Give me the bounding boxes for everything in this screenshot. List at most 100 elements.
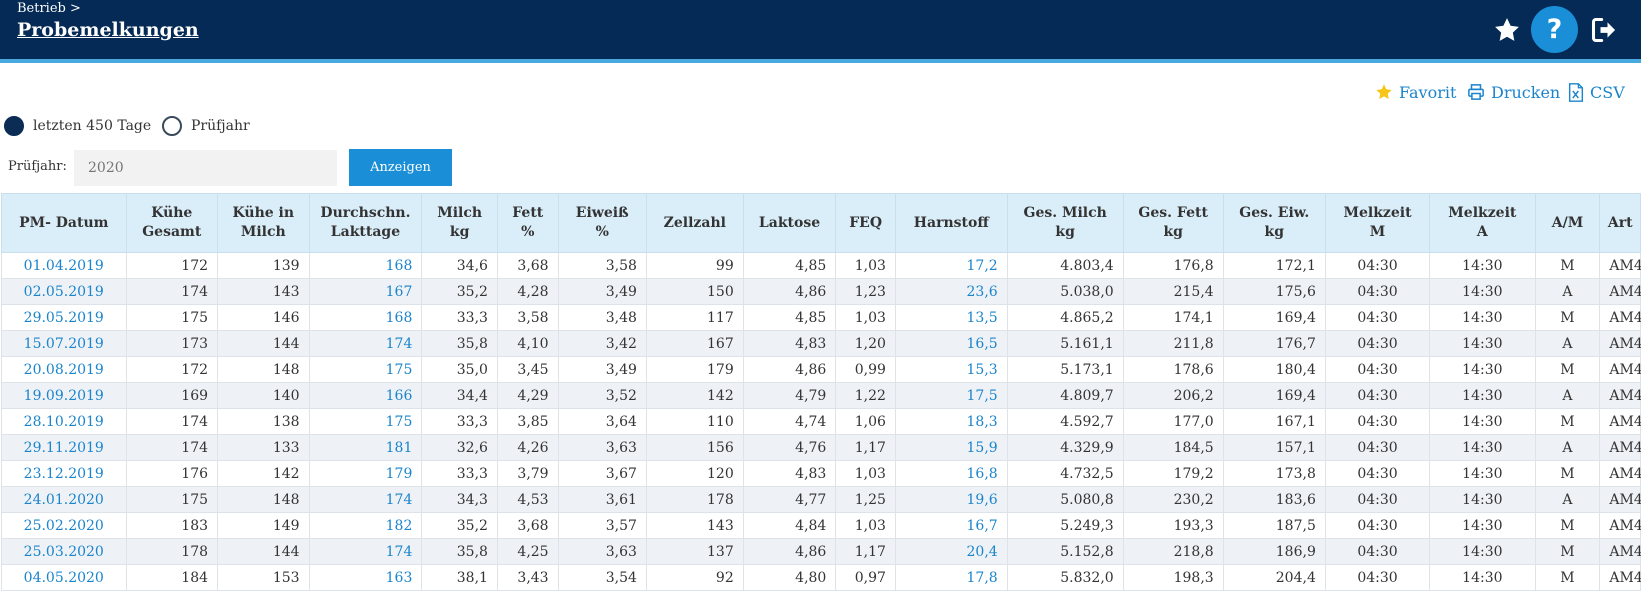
column-header[interactable]: PM- Datum	[1, 193, 127, 253]
table-row[interactable]: 15.07.2019 173 144 174 35,8 4,10 3,42 167 4,83 1,…	[1, 330, 1641, 357]
urea-link[interactable]: 17,2	[894, 252, 1008, 279]
table-row[interactable]: 29.11.2019 174 133 181 32,6 4,26 3,63 156 4,76 1,…	[1, 434, 1641, 461]
avg-lactation-days-link[interactable]: 175	[308, 408, 423, 435]
urea-link[interactable]: 19,6	[894, 486, 1008, 513]
column-header[interactable]: Kühe in Milch	[217, 193, 310, 253]
avg-lactation-days-link[interactable]: 174	[308, 330, 423, 357]
breadcrumb[interactable]: Betrieb >	[17, 1, 81, 16]
avg-lactation-days-link[interactable]: 174	[308, 486, 423, 513]
pm-date-link[interactable]: 29.05.2019	[1, 304, 127, 331]
column-header-label: Eiweiß	[575, 205, 629, 222]
column-header[interactable]: Ges. Eiw. kg	[1222, 193, 1326, 253]
avg-lactation-days-link[interactable]: 168	[308, 304, 423, 331]
table-row[interactable]: 28.10.2019 174 138 175 33,3 3,85 3,64 110 4,74 1,…	[1, 408, 1641, 435]
table-cell: 1,25	[835, 486, 896, 513]
pm-date-link[interactable]: 25.03.2020	[1, 538, 127, 565]
column-header[interactable]: Zellzahl	[645, 193, 744, 253]
print-button[interactable]: Drucken	[1467, 80, 1560, 104]
table-head: PM- Datum Kühe Gesamt Kühe in Milch Durchschn…	[1, 193, 1641, 253]
column-header[interactable]: Ges. Fett kg	[1122, 193, 1224, 253]
table-cell: 120	[645, 460, 744, 487]
urea-link[interactable]: 17,8	[894, 564, 1008, 591]
table-cell: 169	[125, 382, 219, 409]
table-row[interactable]: 25.02.2020 183 149 182 35,2 3,68 3,57 143 4,84 1,…	[1, 512, 1641, 539]
urea-link[interactable]: 13,5	[894, 304, 1008, 331]
urea-link[interactable]: 15,3	[894, 356, 1008, 383]
star-icon[interactable]	[1491, 14, 1523, 46]
show-button[interactable]: Anzeigen	[349, 149, 452, 186]
urea-link[interactable]: 16,7	[894, 512, 1008, 539]
table-row[interactable]: 04.05.2020 184 153 163 38,1 3,43 3,54 92 4,80 0,9…	[1, 564, 1641, 591]
column-header[interactable]: Eiweiß%	[557, 193, 647, 253]
pm-date-link[interactable]: 20.08.2019	[1, 356, 127, 383]
column-header[interactable]: Durchschn. Lakttage	[308, 193, 423, 253]
urea-link[interactable]: 17,5	[894, 382, 1008, 409]
column-header[interactable]: Fett%	[496, 193, 559, 253]
avg-lactation-days-link[interactable]: 167	[308, 278, 423, 305]
column-header[interactable]: Laktose	[742, 193, 837, 253]
table-cell: 4,53	[496, 486, 559, 513]
urea-link[interactable]: 20,4	[894, 538, 1008, 565]
radio-pruefjahr[interactable]: Prüfjahr	[162, 114, 250, 138]
column-header[interactable]: A/M	[1534, 193, 1601, 253]
avg-lactation-days-link[interactable]: 179	[308, 460, 423, 487]
year-input[interactable]	[74, 150, 337, 186]
avg-lactation-days-link[interactable]: 182	[308, 512, 423, 539]
avg-lactation-days-link[interactable]: 168	[308, 252, 423, 279]
table-cell: 34,4	[421, 382, 498, 409]
pm-date-link[interactable]: 24.01.2020	[1, 486, 127, 513]
pm-date-link[interactable]: 19.09.2019	[1, 382, 127, 409]
avg-lactation-days-link[interactable]: 175	[308, 356, 423, 383]
column-header[interactable]: Melkzeit M	[1324, 193, 1431, 253]
csv-export-button[interactable]: CSV	[1568, 80, 1625, 104]
table-cell: 184	[125, 564, 219, 591]
pm-date-link[interactable]: 28.10.2019	[1, 408, 127, 435]
urea-link[interactable]: 16,5	[894, 330, 1008, 357]
table-cell: 14:30	[1429, 434, 1536, 461]
column-header[interactable]: Kühe Gesamt	[125, 193, 219, 253]
table-cell: AM4	[1599, 434, 1641, 461]
urea-link[interactable]: 18,3	[894, 408, 1008, 435]
table-cell: 4.865,2	[1006, 304, 1124, 331]
table-cell: 38,1	[421, 564, 498, 591]
pm-date-link[interactable]: 01.04.2019	[1, 252, 127, 279]
table-cell: AM4	[1599, 564, 1641, 591]
favorite-button[interactable]: Favorit	[1375, 80, 1456, 104]
help-icon[interactable]: ?	[1531, 6, 1578, 53]
column-header[interactable]: FEQ	[835, 193, 896, 253]
table-cell: 4.329,9	[1006, 434, 1124, 461]
table-row[interactable]: 24.01.2020 175 148 174 34,3 4,53 3,61 178 4,77 1,…	[1, 486, 1641, 513]
radio-last-450-days[interactable]: letzten 450 Tage	[4, 114, 151, 138]
avg-lactation-days-link[interactable]: 163	[308, 564, 423, 591]
urea-link[interactable]: 23,6	[894, 278, 1008, 305]
avg-lactation-days-link[interactable]: 181	[308, 434, 423, 461]
table-row[interactable]: 20.08.2019 172 148 175 35,0 3,45 3,49 179 4,86 0,…	[1, 356, 1641, 383]
table-row[interactable]: 01.04.2019 172 139 168 34,6 3,68 3,58 99 4,85 1,0…	[1, 252, 1641, 279]
logout-icon[interactable]	[1588, 14, 1620, 46]
page-title[interactable]: Probemelkungen	[17, 19, 199, 41]
table-row[interactable]: 02.05.2019 174 143 167 35,2 4,28 3,49 150 4,86 1,…	[1, 278, 1641, 305]
column-header[interactable]: Art	[1599, 193, 1641, 253]
table-cell: 4.732,5	[1006, 460, 1124, 487]
urea-link[interactable]: 16,8	[894, 460, 1008, 487]
column-header[interactable]: Ges. Milch kg	[1006, 193, 1124, 253]
table-cell: 5.161,1	[1006, 330, 1124, 357]
column-header[interactable]: Milch kg	[421, 193, 498, 253]
pm-date-link[interactable]: 04.05.2020	[1, 564, 127, 591]
table-row[interactable]: 29.05.2019 175 146 168 33,3 3,58 3,48 117 4,85 1,…	[1, 304, 1641, 331]
table-cell: 14:30	[1429, 538, 1536, 565]
pm-date-link[interactable]: 29.11.2019	[1, 434, 127, 461]
pm-date-link[interactable]: 15.07.2019	[1, 330, 127, 357]
table-row[interactable]: 23.12.2019 176 142 179 33,3 3,79 3,67 120 4,83 1,…	[1, 460, 1641, 487]
column-header-label: kg	[449, 224, 470, 240]
pm-date-link[interactable]: 23.12.2019	[1, 460, 127, 487]
avg-lactation-days-link[interactable]: 174	[308, 538, 423, 565]
column-header[interactable]: Harnstoff	[894, 193, 1008, 253]
urea-link[interactable]: 15,9	[894, 434, 1008, 461]
column-header[interactable]: Melkzeit A	[1429, 193, 1536, 253]
pm-date-link[interactable]: 02.05.2019	[1, 278, 127, 305]
table-row[interactable]: 19.09.2019 169 140 166 34,4 4,29 3,52 142 4,79 1,…	[1, 382, 1641, 409]
avg-lactation-days-link[interactable]: 166	[308, 382, 423, 409]
pm-date-link[interactable]: 25.02.2020	[1, 512, 127, 539]
table-row[interactable]: 25.03.2020 178 144 174 35,8 4,25 3,63 137 4,86 1,…	[1, 538, 1641, 565]
